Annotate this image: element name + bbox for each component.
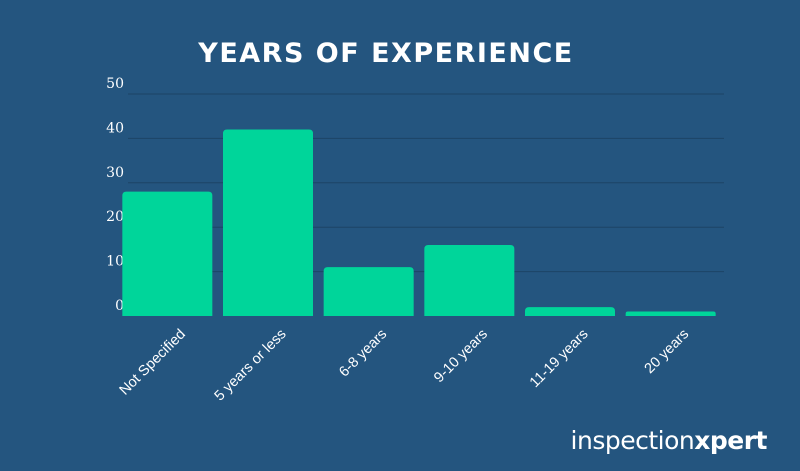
bar-5-years-or-less: [223, 129, 313, 316]
x-tick-label: Not Specified: [117, 326, 189, 398]
chart-title: YEARS OF EXPERIENCE: [197, 38, 573, 69]
bar-20-years: [625, 311, 716, 316]
grid-lines: [128, 93, 724, 273]
bar-6-8-years: [323, 267, 414, 316]
y-tick-label: 30: [106, 165, 124, 181]
bar-9-10-years: [424, 244, 515, 316]
bars: [122, 129, 716, 316]
y-axis-ticks: 0 10 20 30 40 50: [106, 76, 124, 314]
logo-text-bold: xpert: [694, 426, 767, 455]
x-tick-label: 6-8 years: [336, 326, 390, 380]
inspectionxpert-logo: inspectionxpert: [570, 426, 768, 455]
x-tick-label: 11-19 years: [527, 326, 592, 391]
x-tick-label: 20 years: [642, 326, 693, 377]
y-tick-label: 0: [115, 298, 124, 314]
bar-not-specified: [122, 191, 213, 316]
x-tick-label: 9-10 years: [431, 326, 491, 386]
y-tick-label: 40: [106, 120, 124, 136]
x-axis-ticks: Not Specified 5 years or less 6-8 years 9-1…: [117, 326, 693, 404]
x-tick-label: 5 years or less: [212, 326, 290, 404]
y-tick-label: 10: [106, 254, 124, 270]
y-tick-label: 20: [106, 209, 124, 225]
bar-11-19-years: [525, 307, 615, 316]
logo-text-light: inspection: [570, 426, 695, 455]
y-tick-label: 50: [106, 76, 124, 92]
